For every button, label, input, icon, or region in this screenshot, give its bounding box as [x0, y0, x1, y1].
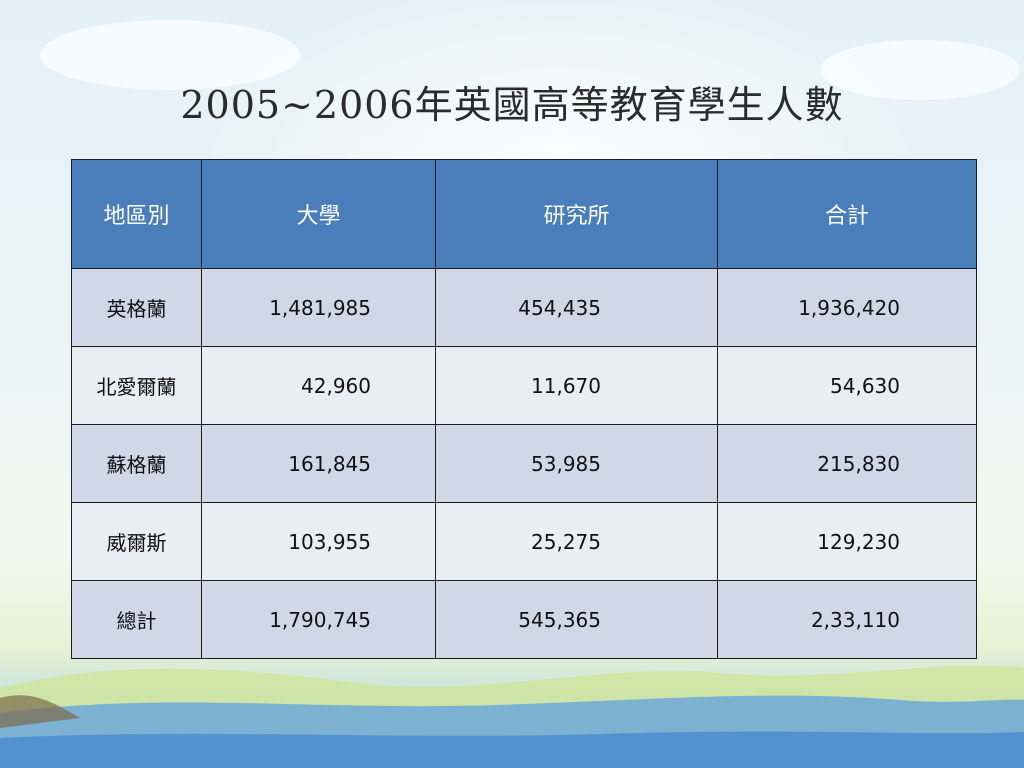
cell-total: 1,936,420: [717, 268, 977, 347]
cell-graduate: 545,365: [435, 580, 718, 659]
student-count-table: 地區別 大學 研究所 合計 英格蘭 1,481,985 454,435 1,93…: [71, 159, 977, 659]
header-graduate: 研究所: [435, 159, 718, 269]
table-row: 英格蘭 1,481,985 454,435 1,936,420: [71, 268, 977, 347]
table-row: 總計 1,790,745 545,365 2,33,110: [71, 580, 977, 659]
slide-title: 2005~2006年英國高等教育學生人數: [180, 83, 844, 127]
table-row: 威爾斯 103,955 25,275 129,230: [71, 502, 977, 581]
table-row: 北愛爾蘭 42,960 11,670 54,630: [71, 346, 977, 425]
cell-university: 1,790,745: [201, 580, 436, 659]
cell-university: 161,845: [201, 424, 436, 503]
background-cloud: [40, 20, 300, 90]
header-university: 大學: [201, 159, 436, 269]
cell-university: 103,955: [201, 502, 436, 581]
header-region: 地區別: [71, 159, 202, 269]
cell-graduate: 25,275: [435, 502, 718, 581]
background-landscape: [0, 665, 1024, 768]
cell-region: 威爾斯: [71, 502, 202, 581]
cell-region: 蘇格蘭: [71, 424, 202, 503]
cell-graduate: 53,985: [435, 424, 718, 503]
cell-region: 英格蘭: [71, 268, 202, 347]
cell-region: 北愛爾蘭: [71, 346, 202, 425]
cell-university: 42,960: [201, 346, 436, 425]
table-header-row: 地區別 大學 研究所 合計: [71, 159, 977, 269]
cell-total: 2,33,110: [717, 580, 977, 659]
cell-region: 總計: [71, 580, 202, 659]
table-row: 蘇格蘭 161,845 53,985 215,830: [71, 424, 977, 503]
cell-total: 54,630: [717, 346, 977, 425]
cell-total: 215,830: [717, 424, 977, 503]
cell-graduate: 11,670: [435, 346, 718, 425]
background-cloud: [820, 40, 1020, 100]
header-total: 合計: [717, 159, 977, 269]
cell-total: 129,230: [717, 502, 977, 581]
cell-graduate: 454,435: [435, 268, 718, 347]
cell-university: 1,481,985: [201, 268, 436, 347]
